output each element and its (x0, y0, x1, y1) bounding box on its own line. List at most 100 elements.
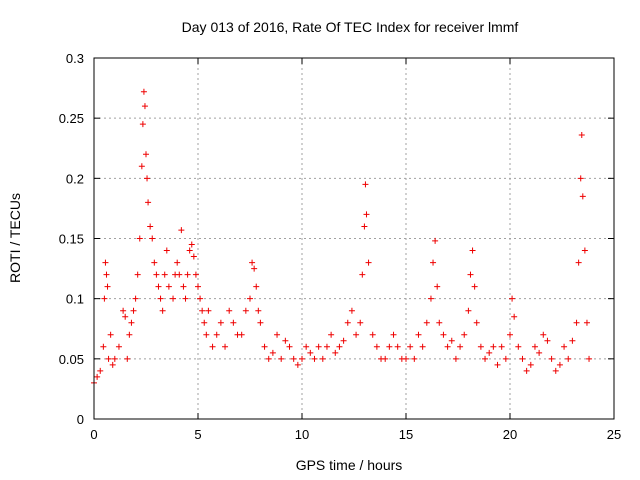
data-point (140, 88, 147, 95)
data-point (365, 259, 372, 266)
data-point (332, 349, 339, 356)
data-point (130, 307, 137, 314)
data-point (209, 343, 216, 350)
data-point (253, 283, 260, 290)
data-point (394, 343, 401, 350)
data-point (357, 319, 364, 326)
data-point (195, 283, 201, 290)
data-point (199, 307, 206, 314)
data-point (176, 271, 183, 278)
data-point (507, 331, 513, 338)
data-point (161, 271, 168, 278)
data-point (575, 259, 582, 266)
data-point (203, 331, 210, 338)
data-point (577, 175, 584, 182)
data-point (415, 331, 422, 338)
data-point (286, 343, 293, 350)
grid-lines (94, 58, 614, 419)
data-point (115, 343, 122, 350)
data-point (139, 121, 146, 128)
y-tick-label: 0.2 (66, 171, 84, 186)
data-point (261, 343, 268, 350)
data-point (436, 319, 443, 326)
data-point (126, 331, 133, 338)
data-point (178, 227, 185, 234)
data-point (255, 307, 262, 314)
data-point (94, 373, 101, 380)
data-point (498, 343, 505, 350)
data-point (102, 259, 109, 266)
data-point (527, 361, 534, 368)
y-tick-label: 0.3 (66, 51, 84, 66)
data-point (362, 181, 369, 188)
data-points (91, 88, 593, 386)
data-point (149, 235, 156, 242)
data-point (122, 313, 129, 320)
data-point (242, 307, 249, 314)
x-tick-label: 10 (295, 427, 309, 442)
data-point (363, 211, 370, 218)
data-point (344, 319, 351, 326)
data-point (427, 295, 434, 302)
data-point (170, 295, 177, 302)
data-point (269, 349, 276, 356)
data-point (444, 343, 451, 350)
data-point (182, 295, 189, 302)
data-point (249, 259, 256, 266)
data-point (340, 337, 347, 344)
y-tick-label: 0.15 (59, 232, 84, 247)
data-point (569, 337, 576, 344)
data-point (282, 337, 289, 344)
data-point (515, 343, 522, 350)
data-point (290, 355, 297, 362)
data-point (531, 343, 538, 350)
data-point (448, 337, 455, 344)
data-point (407, 343, 414, 350)
data-point (511, 313, 518, 320)
data-point (536, 349, 543, 356)
data-point (509, 295, 516, 302)
data-point (303, 343, 310, 350)
axis-ticks: 0 5 10 15 20 25 0 0.05 0.1 0.15 0.2 0.25 0.3 (59, 51, 622, 442)
data-point (109, 361, 116, 368)
x-tick-label: 25 (607, 427, 621, 442)
data-point (544, 337, 551, 344)
data-point (361, 223, 368, 230)
data-point (257, 319, 264, 326)
data-point (482, 355, 489, 362)
data-point (434, 283, 441, 290)
data-point (143, 151, 149, 158)
data-point (147, 223, 154, 230)
x-tick-label: 20 (503, 427, 517, 442)
data-point (153, 271, 160, 278)
data-point (523, 367, 530, 374)
data-point (138, 163, 145, 170)
y-tick-label: 0.1 (66, 292, 84, 307)
x-tick-label: 0 (90, 427, 97, 442)
data-point (174, 259, 181, 266)
data-point (548, 355, 555, 362)
data-point (359, 271, 366, 278)
data-point (274, 331, 281, 338)
data-point (452, 355, 459, 362)
data-point (382, 355, 389, 362)
data-point (100, 343, 107, 350)
data-point (151, 259, 158, 266)
data-point (471, 283, 478, 290)
data-point (180, 283, 187, 290)
data-point (213, 331, 220, 338)
data-point (107, 331, 114, 338)
data-point (238, 331, 245, 338)
data-point (124, 355, 131, 362)
data-point (201, 319, 208, 326)
data-point (103, 271, 110, 278)
plot-frame (93, 57, 615, 420)
data-point (323, 343, 330, 350)
data-point (419, 343, 426, 350)
data-point (578, 132, 585, 139)
data-point (457, 343, 464, 350)
data-point (226, 307, 233, 314)
data-point (519, 355, 526, 362)
data-point (157, 295, 164, 302)
data-point (251, 265, 258, 272)
